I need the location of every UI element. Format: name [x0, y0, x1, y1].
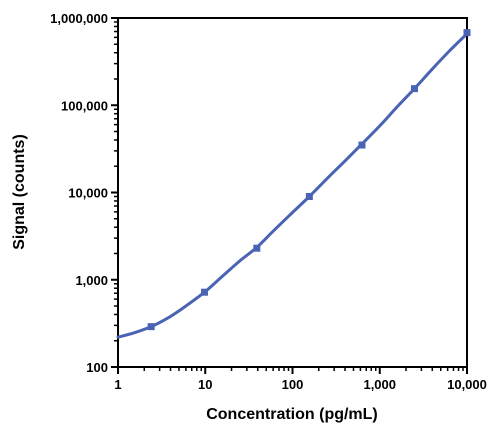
data-point: [358, 141, 366, 149]
x-tick-label: 100: [282, 377, 304, 392]
data-point: [200, 288, 208, 296]
y-tick-label: 100: [86, 360, 108, 375]
x-tick-label: 10: [198, 377, 212, 392]
x-tick-label: 1,000: [363, 377, 396, 392]
data-point: [410, 85, 418, 93]
data-point: [147, 323, 155, 331]
y-tick-label: 1,000: [75, 273, 108, 288]
data-point: [253, 244, 261, 252]
x-tick-label: 10,000: [447, 377, 487, 392]
y-tick-label: 10,000: [68, 186, 108, 201]
y-axis-title: Signal (counts): [11, 134, 28, 250]
y-tick-label: 1,000,000: [50, 11, 108, 26]
x-tick-label: 1: [114, 377, 121, 392]
plot-area: 1 10 100 1,000 10,000 100 1,000 10,000 100,000 1,…: [50, 11, 487, 392]
data-point: [305, 192, 313, 200]
data-point: [463, 29, 471, 37]
fit-curve-line: [116, 32, 469, 339]
y-tick-label: 100,000: [61, 98, 108, 113]
plot-frame: [117, 17, 468, 368]
x-axis-title: Concentration (pg/mL): [206, 406, 378, 423]
